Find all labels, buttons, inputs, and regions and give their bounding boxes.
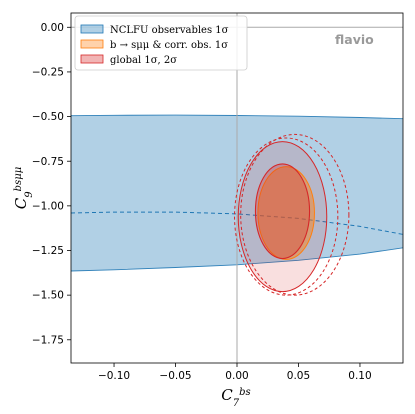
x-tick-label: 0.10 [348, 370, 371, 382]
y-tick-label: −1.75 [32, 334, 64, 346]
nclfu-central-dashed [71, 211, 403, 235]
legend-nclfu-label: NCLFU observables 1σ [110, 25, 229, 36]
global-1sigma-contour [254, 163, 311, 260]
legend-global-swatch [80, 54, 104, 64]
legend-bsmumu-label: b → sμμ & corr. obs. 1σ [110, 40, 228, 51]
y-tick-label: −0.50 [32, 111, 64, 123]
x-tick-label: −0.05 [159, 370, 191, 382]
y-tick-label: −0.75 [32, 156, 64, 168]
y-tick-label: −1.50 [32, 290, 64, 302]
x-axis-label: C7bs [221, 386, 250, 409]
y-tick-label: −0.25 [32, 67, 64, 79]
legend-global-label: global 1σ, 2σ [110, 55, 177, 66]
x-tick-label: 0.05 [287, 370, 310, 382]
legend-nclfu-swatch [80, 24, 104, 34]
global-2sigma-contour [237, 141, 328, 293]
x-tick-label: −0.10 [98, 370, 130, 382]
legend: NCLFU observables 1σ b → sμμ & corr. obs.… [74, 15, 248, 71]
legend-box [74, 15, 248, 71]
y-tick-label: 0.00 [41, 22, 64, 34]
y-tick-label: −1.25 [32, 245, 64, 257]
flavio-watermark: flavio [335, 32, 374, 47]
x-tick-label: 0.00 [225, 370, 248, 382]
dashed-contour-1 [234, 137, 339, 296]
y-tick-label: −1.00 [32, 200, 64, 212]
dashed-contour-2 [240, 133, 350, 296]
legend-bsmumu-swatch [80, 39, 104, 49]
bsmumu-1sigma-contour [257, 166, 315, 260]
